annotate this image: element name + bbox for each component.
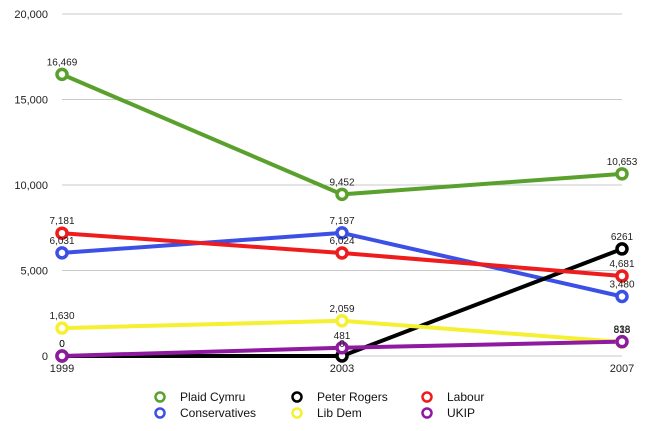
data-point (55, 246, 69, 260)
y-tick-label: 0 (42, 351, 48, 363)
y-tick-label: 10,000 (14, 180, 48, 192)
data-label: 3,480 (609, 279, 634, 290)
series-line (61, 72, 623, 197)
data-label: 4,681 (609, 259, 634, 270)
legend-item: Peter Rogers (291, 390, 388, 404)
data-point (55, 226, 69, 240)
data-point (55, 349, 69, 363)
data-label: 481 (334, 331, 351, 342)
legend-item: UKIP (421, 406, 475, 420)
data-point (615, 269, 629, 283)
legend-label: Lib Dem (317, 406, 362, 420)
data-point (615, 167, 629, 181)
x-tick-label: 1999 (50, 363, 74, 375)
y-tick-label: 15,000 (14, 95, 48, 107)
legend-item: Lib Dem (291, 406, 362, 420)
series-layer (55, 67, 629, 363)
data-point (615, 242, 629, 256)
data-label: 0 (59, 339, 65, 350)
axis-layer: 0 5,000 10,000 15,000 20,000 1999 2003 2007 (14, 9, 634, 375)
data-label: 10,653 (607, 157, 638, 168)
y-tick-label: 20,000 (14, 9, 48, 21)
legend-label: Plaid Cymru (180, 390, 245, 404)
data-label: 1,630 (49, 311, 74, 322)
legend-item: Plaid Cymru (154, 390, 245, 404)
legend: Plaid Cymru Conservatives Peter Rogers Lib … (154, 390, 484, 420)
data-label: 6261 (611, 232, 634, 243)
data-point (55, 321, 69, 335)
legend-marker (291, 407, 303, 419)
data-point (335, 187, 349, 202)
data-point (335, 226, 349, 240)
legend-marker (154, 407, 166, 419)
legend-marker (421, 407, 433, 419)
legend-marker (291, 391, 303, 403)
legend-label: Conservatives (180, 406, 256, 420)
legend-label: Labour (447, 390, 484, 404)
y-tick-label: 5,000 (20, 266, 48, 278)
legend-marker (154, 391, 166, 403)
data-label: 0 (339, 339, 345, 350)
data-point (335, 246, 349, 260)
data-point (335, 314, 349, 328)
legend-label: UKIP (447, 406, 475, 420)
data-label: 7,197 (329, 216, 354, 227)
data-label: 818 (614, 325, 631, 336)
data-label: 9,452 (329, 177, 354, 188)
data-label: 0 (59, 339, 65, 350)
x-tick-label: 2007 (610, 363, 634, 375)
data-label: 16,469 (47, 57, 78, 68)
legend-marker (421, 391, 433, 403)
data-point (55, 67, 69, 82)
legend-label: Peter Rogers (317, 390, 388, 404)
x-tick-label: 2003 (330, 363, 354, 375)
legend-item: Labour (421, 390, 484, 404)
data-label: 2,059 (329, 304, 354, 315)
data-point (615, 289, 629, 304)
data-point (335, 341, 349, 355)
data-label: 7,181 (49, 216, 74, 227)
data-point (615, 334, 629, 349)
legend-item: Conservatives (154, 406, 256, 420)
data-label: 838 (614, 325, 631, 336)
data-label: 6,031 (49, 236, 74, 247)
grid-layer (62, 13, 622, 357)
data-label: 6,024 (329, 236, 354, 247)
data-label-layer: 16,469 9,452 10,653 6,031 7,197 3,480 0 0 6261 1,… (47, 57, 638, 350)
